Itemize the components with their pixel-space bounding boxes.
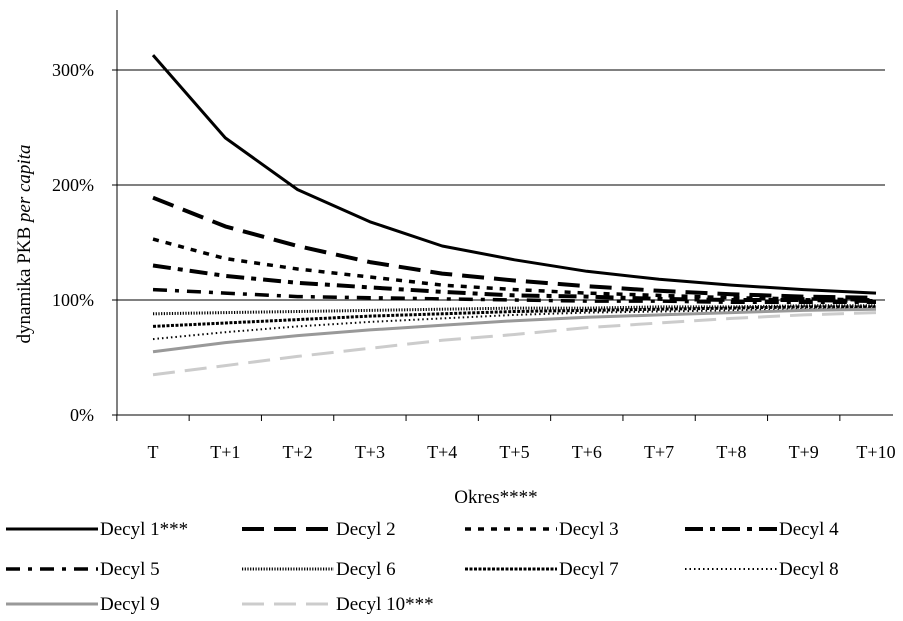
x-tick-labels: T T+1 T+2 T+3 T+4 T+5 T+6 T+7 T+8 T+9 T+10 xyxy=(148,442,896,462)
x-tick-label: T xyxy=(148,442,159,462)
legend: Decyl 1*** Decyl 2 Decyl 3 Decyl 4 Decyl 5 De… xyxy=(6,519,839,615)
legend-item-decyl-2: Decyl 2 xyxy=(242,519,396,540)
series-line-decyl-7 xyxy=(152,305,876,328)
legend-label: Decyl 9 xyxy=(100,594,160,615)
legend-item-decyl-8: Decyl 8 xyxy=(685,559,839,580)
legend-item-decyl-3: Decyl 3 xyxy=(465,519,619,540)
x-axis-title: Okres**** xyxy=(454,487,537,508)
series-lines xyxy=(151,54,877,377)
legend-item-decyl-10: Decyl 10*** xyxy=(242,594,434,615)
legend-item-decyl-4: Decyl 4 xyxy=(685,519,839,540)
x-tick-label: T+9 xyxy=(789,442,819,462)
legend-label: Decyl 8 xyxy=(779,559,839,580)
series-line-decyl-10 xyxy=(152,311,877,377)
legend-label: Decyl 3 xyxy=(559,519,619,540)
x-tick-label: T+6 xyxy=(572,442,602,462)
x-tick-label: T+2 xyxy=(283,442,313,462)
legend-label: Decyl 1*** xyxy=(100,519,188,540)
y-axis-title: dynamika PKB per capita xyxy=(14,145,35,344)
y-axis-title-main: dynamika PKB xyxy=(14,227,35,344)
y-tick-labels: 0% 100% 200% 300% xyxy=(52,60,94,425)
series-line-decyl-3 xyxy=(152,237,877,302)
legend-item-decyl-9: Decyl 9 xyxy=(6,594,160,615)
x-tick-label: T+8 xyxy=(716,442,746,462)
series-line-decyl-2 xyxy=(152,195,877,300)
x-tick-label: T+5 xyxy=(499,442,529,462)
series-line-decyl-9 xyxy=(152,307,877,354)
legend-item-decyl-7: Decyl 7 xyxy=(465,559,619,580)
x-tick-label: T+7 xyxy=(644,442,674,462)
series-line-decyl-4 xyxy=(152,263,877,304)
axes xyxy=(112,10,893,421)
series-line-decyl-5 xyxy=(152,287,876,305)
legend-label: Decyl 4 xyxy=(779,519,839,540)
y-axis-title-italic: per capita xyxy=(14,145,35,225)
x-tick-label: T+4 xyxy=(427,442,457,462)
x-tick-label: T+10 xyxy=(856,442,895,462)
legend-label: Decyl 6 xyxy=(336,559,396,580)
y-tick-label: 100% xyxy=(52,290,94,310)
legend-item-decyl-1: Decyl 1*** xyxy=(6,519,188,540)
legend-label: Decyl 5 xyxy=(100,559,160,580)
x-tick-label: T+1 xyxy=(210,442,240,462)
series-line-decyl-8 xyxy=(152,307,877,341)
legend-label: Decyl 7 xyxy=(559,559,619,580)
x-tick-label: T+3 xyxy=(355,442,385,462)
y-tick-label: 300% xyxy=(52,60,94,80)
gridlines xyxy=(117,69,885,301)
y-tick-label: 0% xyxy=(70,405,94,425)
y-tick-label: 200% xyxy=(52,175,94,195)
legend-item-decyl-6: Decyl 6 xyxy=(242,559,396,580)
series-line-decyl-1 xyxy=(151,54,877,295)
legend-label: Decyl 10*** xyxy=(336,594,434,615)
legend-item-decyl-5: Decyl 5 xyxy=(6,559,160,580)
series-line-decyl-6 xyxy=(152,304,876,316)
legend-label: Decyl 2 xyxy=(336,519,396,540)
